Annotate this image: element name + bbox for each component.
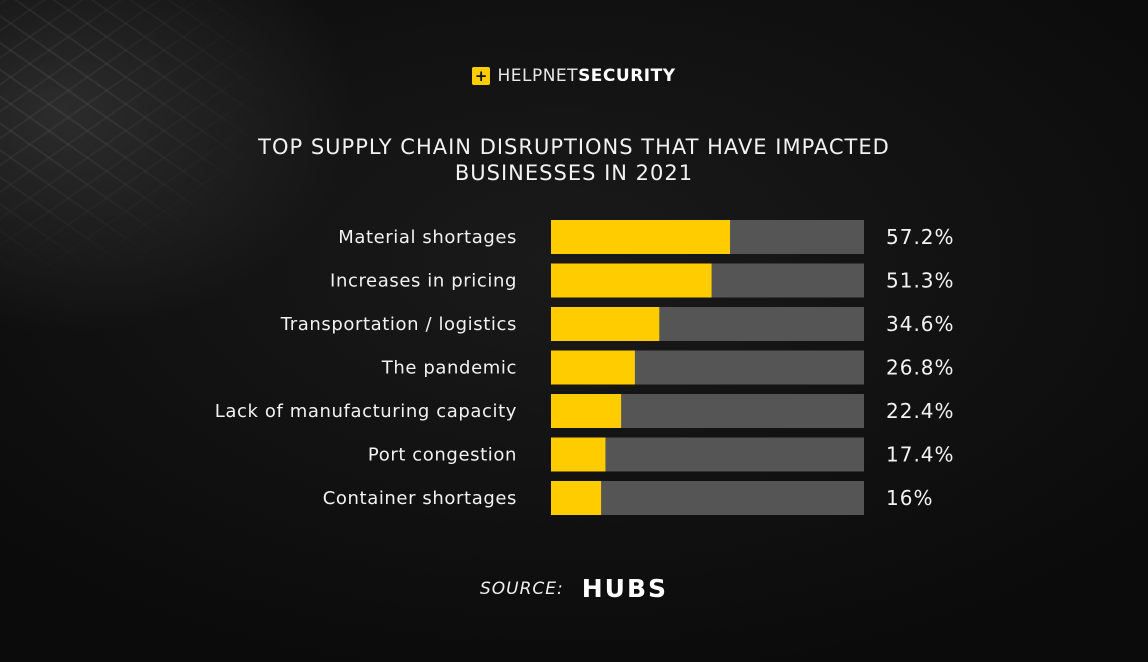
- category-label: Port congestion: [368, 445, 517, 466]
- category-label: Increases in pricing: [330, 271, 517, 292]
- bar: [551, 263, 712, 298]
- background-mesh-texture: [0, 0, 520, 420]
- bar: [551, 220, 731, 254]
- source-credit: SOURCE: HUBS: [0, 574, 1148, 603]
- logo-text-security: SECURITY: [578, 66, 676, 86]
- data-label: 26.8%: [886, 356, 955, 380]
- bar: [551, 437, 606, 472]
- category-label: Container shortages: [323, 488, 517, 509]
- hubs-logo: HUBS: [581, 574, 669, 603]
- category-label: Transportation / logistics: [280, 314, 517, 335]
- chart-title: TOP SUPPLY CHAIN DISRUPTIONS THAT HAVE I…: [0, 134, 1148, 186]
- logo-text-net: NET: [542, 66, 579, 86]
- plus-icon: +: [472, 67, 491, 85]
- bar: [551, 394, 622, 428]
- data-label: 17.4%: [886, 443, 955, 467]
- data-label: 16%: [886, 486, 933, 510]
- bar-track: [551, 481, 864, 515]
- category-label: The pandemic: [381, 358, 517, 379]
- data-label: 22.4%: [886, 399, 955, 423]
- bar: [551, 481, 602, 515]
- source-label: SOURCE:: [479, 578, 564, 599]
- data-label: 51.3%: [886, 269, 955, 293]
- bar: [551, 350, 635, 385]
- chart-title-line-1: TOP SUPPLY CHAIN DISRUPTIONS THAT HAVE I…: [258, 135, 890, 159]
- bar: [551, 307, 660, 341]
- chart-title-line-2: BUSINESSES IN 2021: [454, 161, 694, 185]
- helpnetsecurity-logo: + HELP NET SECURITY: [0, 66, 1148, 86]
- category-label: Material shortages: [338, 227, 517, 248]
- logo-text-help: HELP: [497, 66, 543, 86]
- category-label: Lack of manufacturing capacity: [215, 401, 517, 422]
- data-label: 34.6%: [886, 312, 955, 336]
- data-label: 57.2%: [886, 225, 955, 249]
